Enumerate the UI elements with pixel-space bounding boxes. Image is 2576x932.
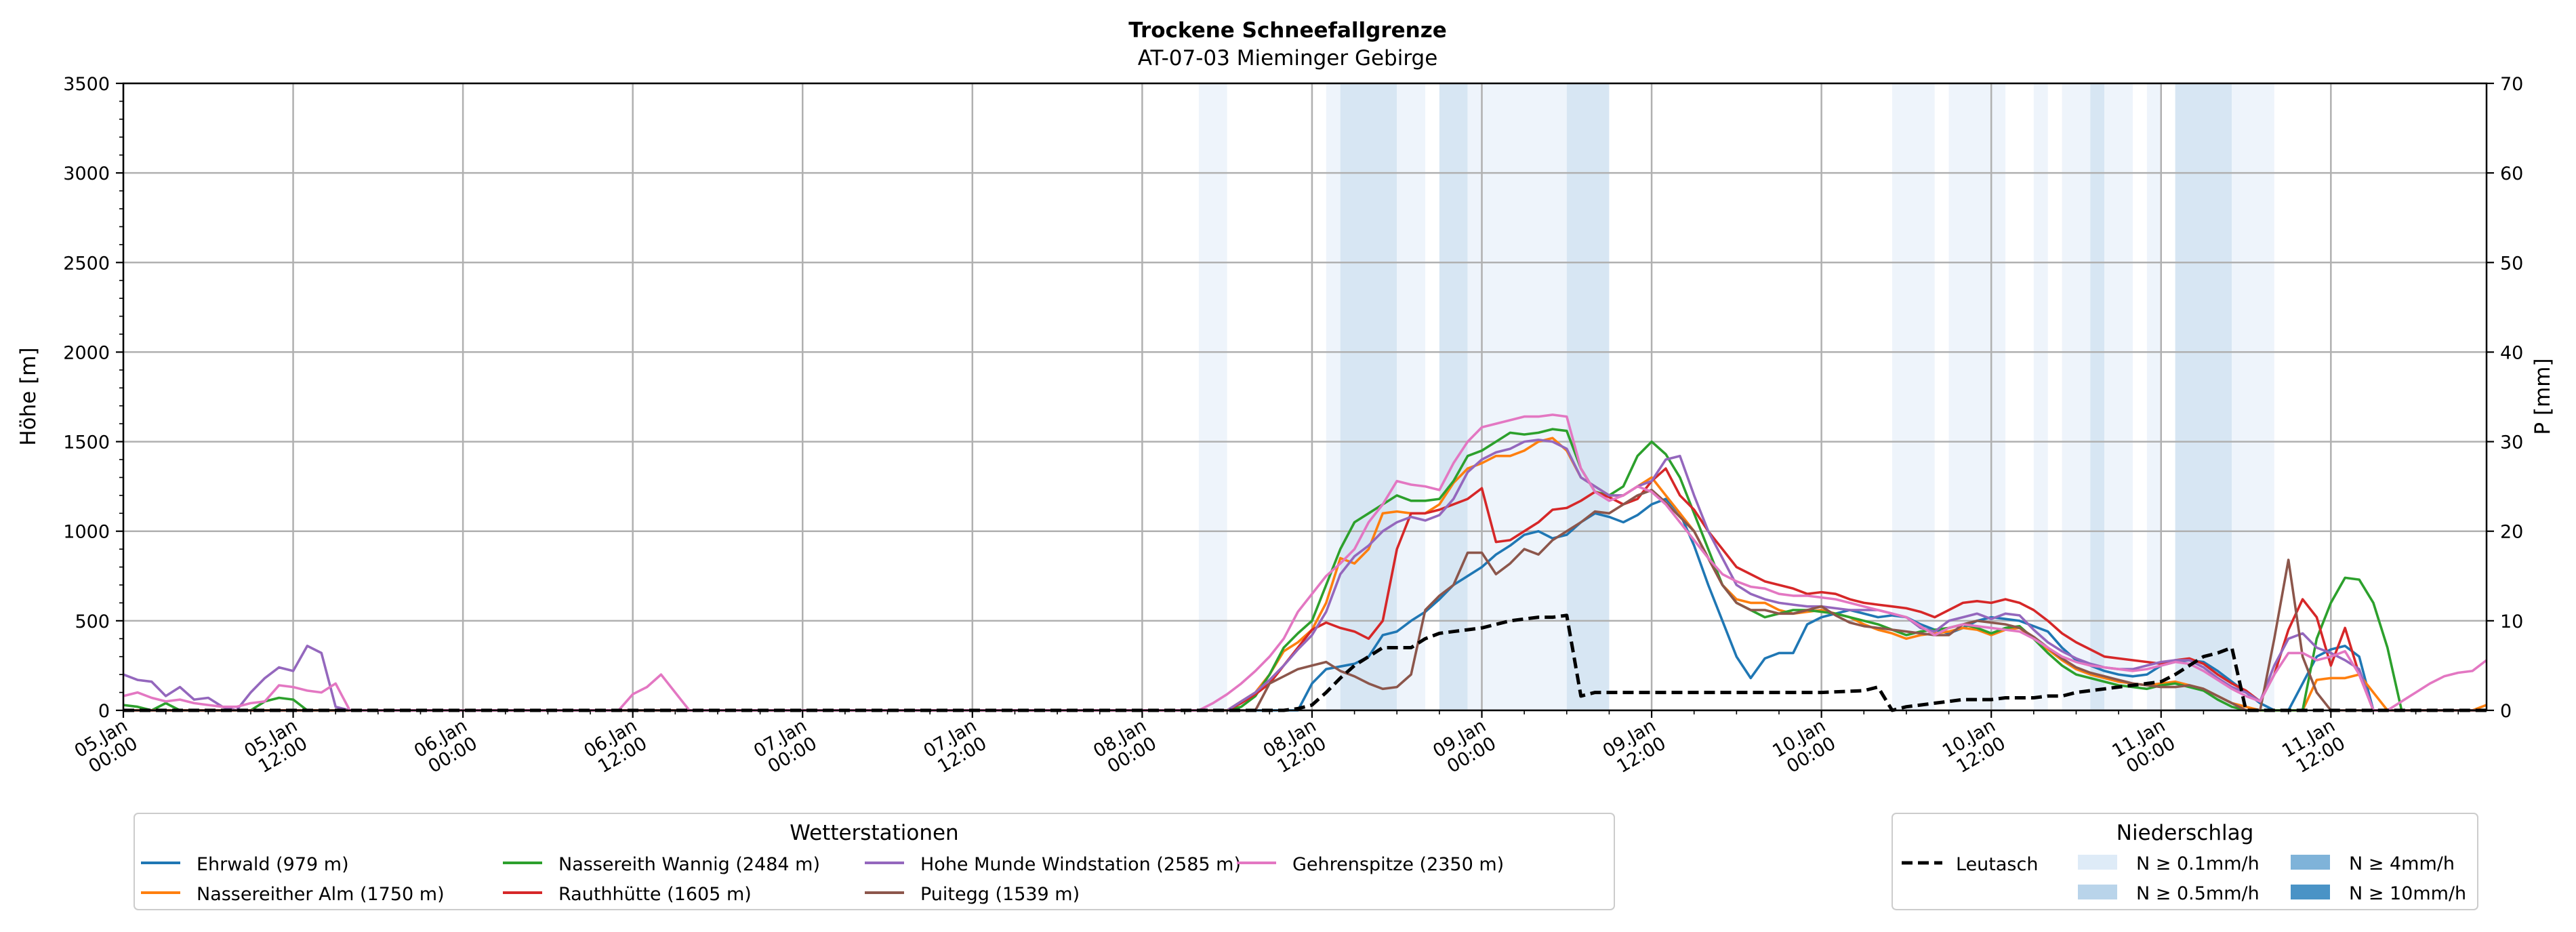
legend-station-label-4: Hohe Munde Windstation (2585 m) — [920, 854, 1241, 875]
y2-tick-label-5: 50 — [2500, 253, 2523, 274]
y2-tick-label-2: 20 — [2500, 522, 2523, 543]
series-line-3 — [123, 467, 2487, 712]
precip-band-15 — [2232, 83, 2274, 710]
y-tick-label-3: 1500 — [63, 432, 110, 453]
legend-precip-label-1: N ≥ 0.5mm/h — [2136, 883, 2260, 904]
y-tick-label-4: 2000 — [63, 342, 110, 363]
y-tick-label-7: 3500 — [63, 74, 110, 95]
legend-precip-title: Niederschlag — [2117, 821, 2254, 845]
legend-precip-swatch-0 — [2078, 855, 2117, 870]
precip-band-0 — [1198, 83, 1227, 710]
y2-tick-label-6: 60 — [2500, 163, 2523, 184]
legend-precip-swatch-1 — [2078, 885, 2117, 899]
y-axis-right: 0 10 20 30 40 50 60 70 — [2487, 74, 2523, 722]
y2-tick-label-7: 70 — [2500, 74, 2523, 95]
precip-band-1 — [1326, 83, 1341, 710]
y-tick-label-0: 0 — [98, 701, 110, 722]
legend-precip: Niederschlag Leutasch N ≥ 0.1mm/h N ≥ 0.5… — [1892, 813, 2478, 910]
precip-band-9 — [2033, 83, 2048, 710]
legend-station-label-6: Gehrenspitze (2350 m) — [1292, 854, 1504, 875]
precip-band-11 — [2090, 83, 2105, 710]
series-line-6 — [123, 413, 2488, 712]
chart-title: Trockene Schneefallgrenze — [1128, 18, 1447, 43]
y-tick-label-2: 1000 — [63, 522, 110, 543]
precipitation-bands — [1198, 83, 2274, 710]
legend-precip-swatch-2 — [2291, 855, 2330, 870]
legend-stations-entries: Ehrwald (979 m) Nassereither Alm (1750 m)… — [141, 854, 1504, 905]
legend-precip-label-3: N ≥ 10mm/h — [2349, 883, 2466, 904]
precip-band-7 — [1892, 83, 1935, 710]
y-tick-label-5: 2500 — [63, 253, 110, 274]
legend-station-label-2: Nassereith Wannig (2484 m) — [558, 854, 820, 875]
precip-band-4 — [1439, 83, 1468, 710]
precip-band-14 — [2175, 83, 2232, 710]
y2-tick-label-3: 30 — [2500, 432, 2523, 453]
precip-band-2 — [1340, 83, 1397, 710]
legend-station-label-0: Ehrwald (979 m) — [197, 854, 349, 875]
legend-stations-title: Wetterstationen — [790, 821, 958, 845]
chart-subtitle: AT-07-03 Mieminger Gebirge — [1138, 46, 1438, 70]
precip-band-13 — [2146, 83, 2161, 710]
legend-precip-label-0: N ≥ 0.1mm/h — [2136, 853, 2260, 874]
series-lines — [123, 413, 2488, 712]
legend-precip-label-2: N ≥ 4mm/h — [2349, 853, 2455, 874]
legend-leutasch-label: Leutasch — [1956, 854, 2038, 875]
precip-band-5 — [1467, 83, 1567, 710]
legend-stations: Wetterstationen Ehrwald (979 m) Nassereit… — [134, 813, 1615, 910]
y-tick-label-1: 500 — [75, 611, 110, 632]
precip-band-10 — [2062, 83, 2091, 710]
legend-station-label-1: Nassereither Alm (1750 m) — [197, 884, 445, 905]
y2-axis-label: P [mm] — [2531, 358, 2555, 434]
precip-band-3 — [1397, 83, 1425, 710]
legend-precip-box — [1892, 813, 2478, 910]
y-tick-label-6: 3000 — [63, 163, 110, 184]
legend-station-label-5: Puitegg (1539 m) — [920, 884, 1080, 905]
precip-band-6 — [1566, 83, 1610, 710]
y2-tick-label-4: 40 — [2500, 342, 2523, 363]
y-axis-label: Höhe [m] — [16, 347, 41, 445]
y-axis-left: 0 500 1000 1500 2000 2500 3000 3500 — [63, 74, 123, 722]
legend-station-label-3: Rauthhütte (1605 m) — [558, 884, 752, 905]
plot-frame — [122, 82, 2488, 712]
y2-tick-label-1: 10 — [2500, 611, 2523, 632]
legend-precip-swatch-3 — [2291, 885, 2330, 899]
precip-band-12 — [2104, 83, 2133, 710]
series-line-5 — [123, 489, 2487, 712]
legend-precip-patches: N ≥ 0.1mm/h N ≥ 0.5mm/h N ≥ 4mm/h N ≥ 10mm/… — [2078, 853, 2466, 904]
y2-tick-label-0: 0 — [2500, 701, 2512, 722]
